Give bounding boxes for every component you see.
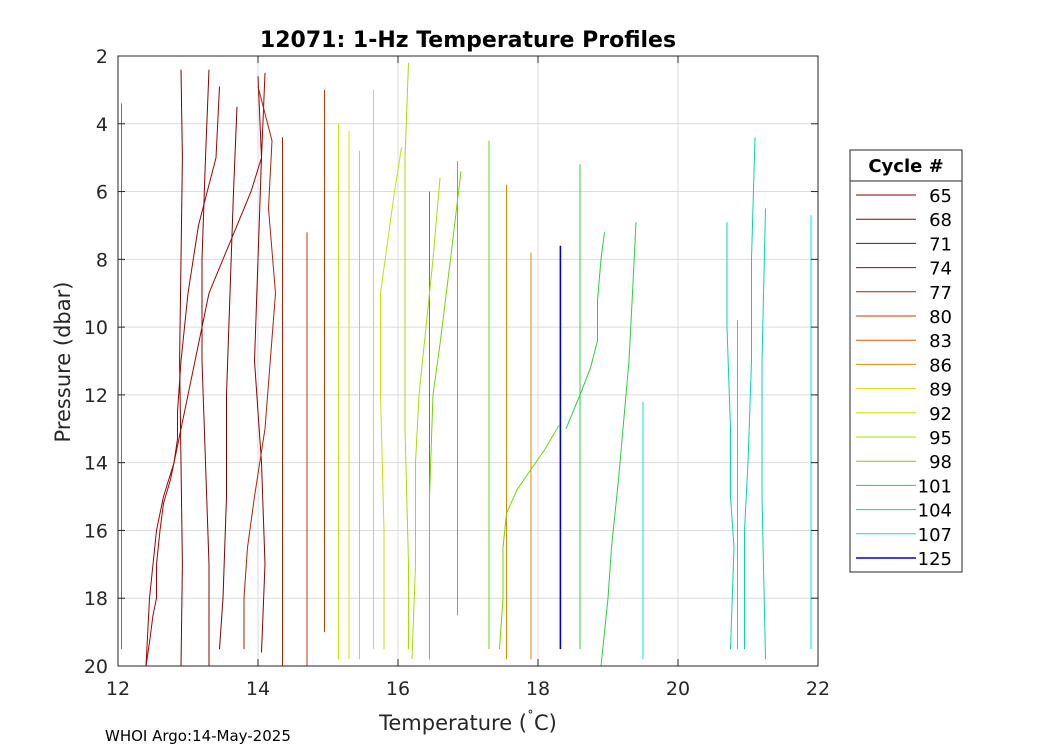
profile-line-cycle-65: [179, 69, 183, 667]
profile-line-cycle-74: [170, 72, 266, 480]
x-tick-label: 14: [246, 678, 270, 700]
x-axis-label: Temperature (˚C): [378, 709, 557, 735]
y-tick-label: 12: [84, 385, 108, 407]
profile-line-cycle-101: [600, 222, 637, 667]
x-tick-label: 12: [106, 678, 130, 700]
legend-label-cycle-83: 83: [929, 331, 952, 352]
y-tick-label: 6: [96, 182, 108, 204]
legend-label-cycle-68: 68: [929, 210, 952, 231]
y-tick-label: 2: [96, 46, 108, 68]
y-tick-label: 8: [96, 249, 108, 271]
legend-label-cycle-95: 95: [929, 428, 952, 449]
x-tick-label: 16: [386, 678, 410, 700]
profile-line-cycle-71: [177, 86, 220, 439]
profile-line-cycle-98: [499, 425, 560, 650]
profile-line-cycle-104: [761, 208, 766, 660]
profile-line-cycle-104: [744, 137, 756, 650]
plot-area: [118, 56, 818, 666]
legend-label-cycle-65: 65: [929, 186, 952, 207]
profile-line-cycle-77: [243, 86, 277, 650]
legend-label-cycle-89: 89: [929, 380, 952, 401]
chart-title: 12071: 1-Hz Temperature Profiles: [260, 28, 676, 53]
grid-lines: [118, 56, 818, 666]
legend-items: 65 68 71 74 77 80 83 86 89 92 95 98 101 104 107 125: [856, 186, 952, 570]
y-tick-label: 10: [84, 317, 108, 339]
legend-label-cycle-71: 71: [929, 234, 952, 255]
y-tick-label: 4: [96, 114, 108, 136]
y-tick-label: 16: [84, 520, 108, 542]
legend-label-cycle-86: 86: [929, 355, 952, 376]
x-tick-label: 18: [526, 678, 550, 700]
legend-label-cycle-125: 125: [918, 549, 952, 570]
profile-line-cycle-65: [219, 106, 238, 650]
legend-box: [849, 149, 963, 573]
legend-label-cycle-104: 104: [918, 501, 952, 522]
profile-line-cycle-92: [380, 147, 402, 650]
profile-line-cycle-68: [201, 69, 210, 666]
legend-label-cycle-107: 107: [918, 525, 952, 546]
legend-label-cycle-98: 98: [929, 452, 952, 473]
x-tick-label: 22: [806, 678, 830, 700]
profile-line-cycle-95: [411, 177, 441, 660]
y-tick-label: 20: [84, 656, 108, 678]
legend-title: Cycle #: [868, 156, 943, 177]
profile-line-cycle-74: [145, 479, 171, 667]
profile-line-cycle-95: [404, 62, 409, 650]
y-tick-label: 14: [84, 453, 108, 475]
profile-line-cycle-98: [429, 171, 462, 660]
series-layer: [121, 62, 812, 667]
legend-label-cycle-74: 74: [929, 259, 952, 280]
y-tick-label: 18: [84, 588, 108, 610]
legend: Cycle # 65 68 71 74 77 80 83 86 89 92 95 98 101 104 10…: [849, 149, 963, 573]
legend-label-cycle-101: 101: [918, 476, 952, 497]
legend-label-cycle-92: 92: [929, 404, 952, 425]
legend-label-cycle-77: 77: [929, 283, 952, 304]
legend-label-cycle-80: 80: [929, 307, 952, 328]
y-axis-label: Pressure (dbar): [51, 282, 75, 443]
footer-stamp: WHOI Argo:14-May-2025: [105, 727, 291, 745]
profile-line-cycle-104: [726, 222, 735, 650]
x-tick-label: 20: [666, 678, 690, 700]
plot-border: [117, 55, 819, 667]
